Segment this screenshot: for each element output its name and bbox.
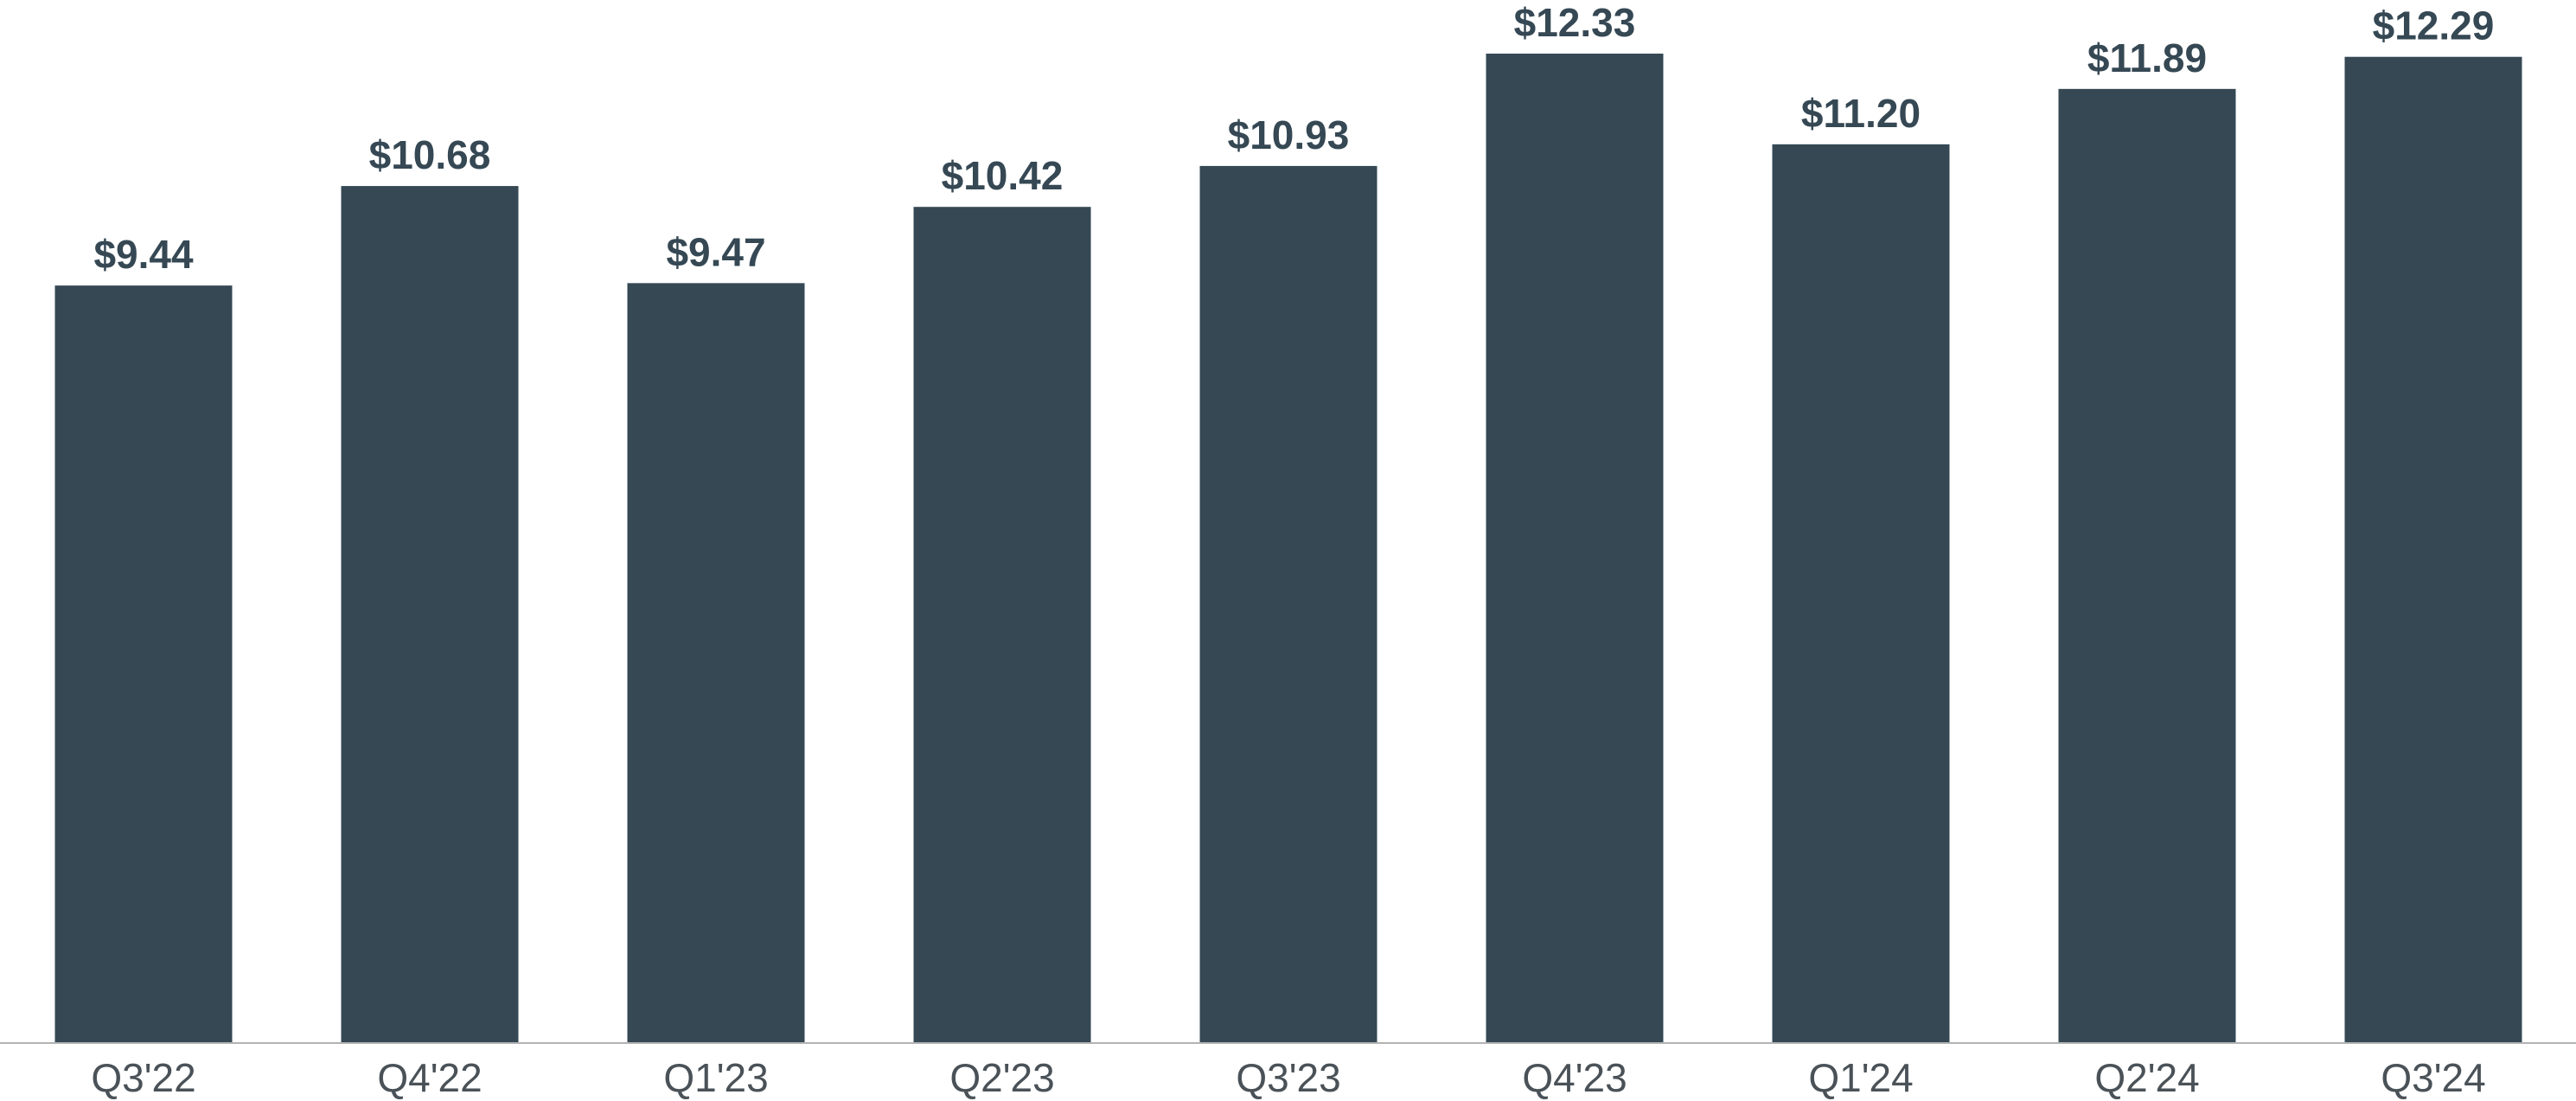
value-label-7: $11.89	[2087, 35, 2207, 80]
value-label-2: $9.47	[666, 229, 765, 274]
value-label-6: $11.20	[1801, 91, 1921, 136]
x-tick-label-0: Q3'22	[91, 1055, 195, 1100]
bar-5	[1486, 54, 1664, 1043]
value-label-1: $10.68	[369, 132, 491, 177]
x-tick-label-3: Q2'23	[949, 1055, 1054, 1100]
x-tick-label-6: Q1'24	[1808, 1055, 1913, 1100]
x-tick-label-1: Q4'22	[377, 1055, 482, 1100]
value-label-3: $10.42	[942, 153, 1064, 198]
bars-layer	[54, 54, 2522, 1044]
x-tick-label-2: Q1'23	[663, 1055, 768, 1100]
x-tick-label-5: Q4'23	[1522, 1055, 1627, 1100]
value-label-4: $10.93	[1228, 112, 1350, 157]
bar-8	[2344, 56, 2522, 1043]
bar-4	[1199, 165, 1377, 1044]
tick-labels-layer: Q3'22 Q4'22 Q1'23 Q2'23 Q3'23 Q4'23 Q1'24 Q2'24…	[91, 1055, 2485, 1100]
x-tick-label-8: Q3'24	[2381, 1055, 2485, 1100]
bar-1	[341, 186, 519, 1043]
bar-0	[54, 285, 233, 1043]
value-label-0: $9.44	[93, 232, 194, 277]
bar-6	[1772, 144, 1950, 1043]
bar-3	[913, 207, 1091, 1043]
x-tick-label-7: Q2'24	[2094, 1055, 2199, 1100]
value-label-5: $12.33	[1514, 0, 1636, 45]
bar-2	[627, 283, 805, 1043]
value-label-8: $12.29	[2373, 3, 2495, 48]
x-tick-label-4: Q3'23	[1236, 1055, 1340, 1100]
value-labels-layer: $9.44 $10.68 $9.47 $10.42 $10.93 $12.33 $11.20…	[93, 0, 2494, 277]
bar-7	[2058, 88, 2236, 1044]
